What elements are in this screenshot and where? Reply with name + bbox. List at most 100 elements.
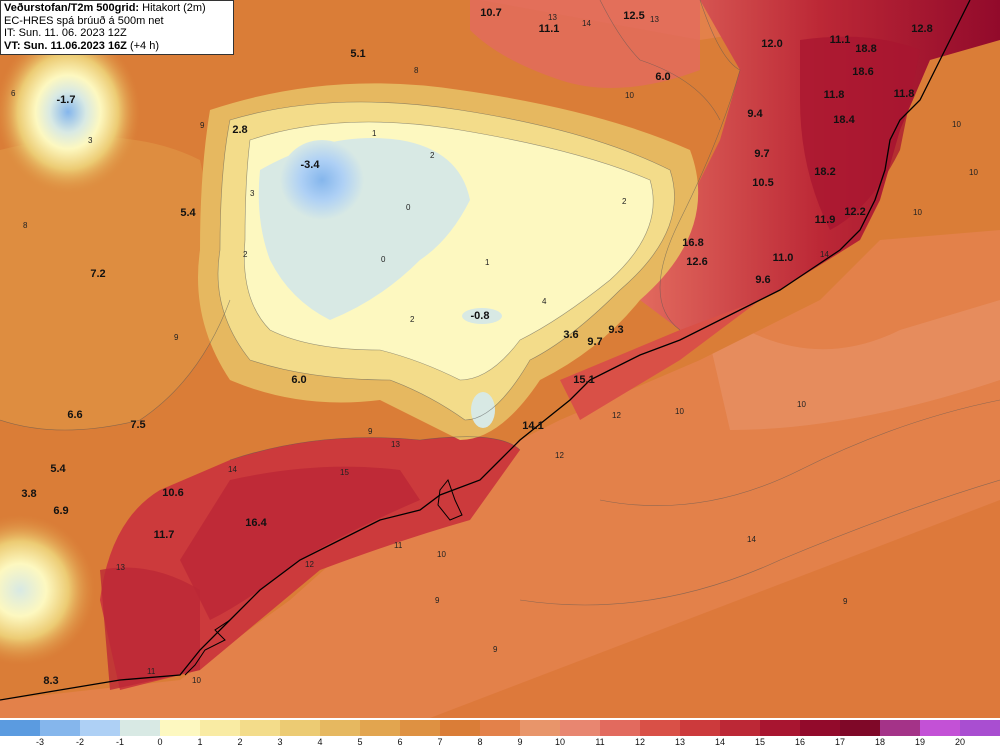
legend-tick: 8 bbox=[477, 737, 483, 747]
legend-swatch bbox=[120, 720, 160, 736]
svg-text:10: 10 bbox=[437, 550, 446, 559]
east-hot-core bbox=[800, 36, 920, 230]
coastline bbox=[0, 0, 971, 701]
isotherm-lines bbox=[0, 0, 1000, 606]
svg-text:2: 2 bbox=[410, 315, 415, 324]
temperature-label: 10.5 bbox=[752, 177, 773, 189]
coastline-peninsula bbox=[437, 478, 463, 521]
temperature-label: 10.7 bbox=[480, 7, 501, 19]
temperature-label: 9.6 bbox=[755, 274, 770, 286]
svg-text:13: 13 bbox=[391, 440, 400, 449]
svg-text:12: 12 bbox=[612, 411, 621, 420]
svg-text:0: 0 bbox=[381, 255, 386, 264]
legend-swatch bbox=[480, 720, 520, 736]
svg-text:12: 12 bbox=[555, 451, 564, 460]
legend-tick: 20 bbox=[954, 737, 966, 747]
temperature-label: 9.7 bbox=[754, 148, 769, 160]
temperature-label: 12.6 bbox=[686, 256, 707, 268]
legend-swatch bbox=[640, 720, 680, 736]
temperature-label: 18.8 bbox=[855, 43, 876, 55]
legend-tick-labels: -3 -2 -1 0 1 2 3 4 5 6 7 8 9 10 11 12 13 14 15 16 17 18 19 20 bbox=[0, 737, 1000, 748]
legend-swatch bbox=[280, 720, 320, 736]
svg-text:14: 14 bbox=[582, 19, 591, 28]
svg-text:9: 9 bbox=[368, 427, 373, 436]
legend-swatch bbox=[440, 720, 480, 736]
legend-tick: 9 bbox=[517, 737, 523, 747]
temperature-label: 11.1 bbox=[539, 23, 560, 35]
legend-tick: -2 bbox=[75, 737, 85, 747]
temperature-label: 6.9 bbox=[53, 505, 68, 517]
svg-text:8: 8 bbox=[23, 221, 28, 230]
temperature-label: 18.4 bbox=[833, 114, 855, 126]
cold-area-southwest bbox=[0, 515, 95, 665]
land-north-warm bbox=[470, 0, 700, 88]
init-time: IT: Sun. 11. 06. 2023 12Z bbox=[4, 27, 127, 39]
legend-swatch bbox=[960, 720, 1000, 736]
temperature-label: 15.1 bbox=[573, 374, 594, 386]
legend-swatch bbox=[240, 720, 280, 736]
cold-area-northwest bbox=[0, 30, 140, 194]
map-title: Veðurstofan/T2m 500grid: Hitakort (2m) bbox=[4, 2, 206, 14]
temperature-label: 12.2 bbox=[844, 206, 865, 218]
sea-band-dark bbox=[430, 500, 1000, 718]
svg-text:11: 11 bbox=[147, 667, 156, 676]
temperature-label: 11.8 bbox=[894, 88, 915, 100]
svg-text:14: 14 bbox=[228, 465, 237, 474]
legend-tick: 15 bbox=[754, 737, 766, 747]
temperature-label: 11.1 bbox=[830, 34, 851, 46]
svg-text:4: 4 bbox=[542, 297, 547, 306]
svg-text:13: 13 bbox=[548, 13, 557, 22]
temperature-label: 18.6 bbox=[852, 66, 873, 78]
legend-tick: 12 bbox=[634, 737, 646, 747]
southeast-coast-warm bbox=[560, 300, 760, 420]
svg-text:14: 14 bbox=[747, 535, 756, 544]
legend-swatch bbox=[840, 720, 880, 736]
legend-swatch bbox=[600, 720, 640, 736]
svg-text:9: 9 bbox=[174, 333, 179, 342]
legend-swatch bbox=[560, 720, 600, 736]
legend-tick: 0 bbox=[157, 737, 163, 747]
svg-text:10: 10 bbox=[625, 91, 634, 100]
legend-swatch bbox=[80, 720, 120, 736]
legend-swatch bbox=[920, 720, 960, 736]
svg-text:13: 13 bbox=[650, 15, 659, 24]
legend-tick: 2 bbox=[237, 737, 243, 747]
legend-tick: 7 bbox=[437, 737, 443, 747]
svg-text:0: 0 bbox=[406, 203, 411, 212]
legend-tick: -3 bbox=[35, 737, 45, 747]
temperature-label: 9.3 bbox=[608, 324, 623, 336]
temperature-label: 8.3 bbox=[43, 675, 58, 687]
svg-text:13: 13 bbox=[116, 563, 125, 572]
legend-tick: 3 bbox=[277, 737, 283, 747]
legend-tick: 17 bbox=[834, 737, 846, 747]
south-lowland-hot bbox=[180, 466, 420, 620]
land-west-mid bbox=[0, 137, 230, 430]
svg-text:8: 8 bbox=[414, 66, 419, 75]
legend-tick: 19 bbox=[914, 737, 926, 747]
svg-text:10: 10 bbox=[969, 168, 978, 177]
temperature-label: 6.6 bbox=[67, 409, 82, 421]
legend-tick: 18 bbox=[874, 737, 886, 747]
temperature-label: 11.9 bbox=[815, 214, 836, 226]
svg-text:10: 10 bbox=[192, 676, 201, 685]
temperature-label: 7.5 bbox=[130, 419, 145, 431]
legend-tick: 5 bbox=[357, 737, 363, 747]
temperature-label: 14.1 bbox=[522, 420, 543, 432]
svg-text:10: 10 bbox=[675, 407, 684, 416]
legend-tick: 10 bbox=[554, 737, 566, 747]
temperature-label: -0.8 bbox=[471, 310, 490, 322]
legend-swatch bbox=[320, 720, 360, 736]
legend-swatch bbox=[680, 720, 720, 736]
legend-colorbar bbox=[0, 720, 1000, 736]
legend-swatch bbox=[40, 720, 80, 736]
svg-text:9: 9 bbox=[493, 645, 498, 654]
legend-swatch bbox=[720, 720, 760, 736]
temperature-label: 11.8 bbox=[824, 89, 845, 101]
svg-text:2: 2 bbox=[430, 151, 435, 160]
svg-text:14: 14 bbox=[820, 250, 829, 259]
south-lowland-hot2 bbox=[100, 567, 200, 690]
glacier-cold-core bbox=[280, 140, 364, 220]
legend-tick: 11 bbox=[595, 737, 605, 747]
legend-tick: 13 bbox=[674, 737, 686, 747]
svg-text:10: 10 bbox=[952, 120, 961, 129]
